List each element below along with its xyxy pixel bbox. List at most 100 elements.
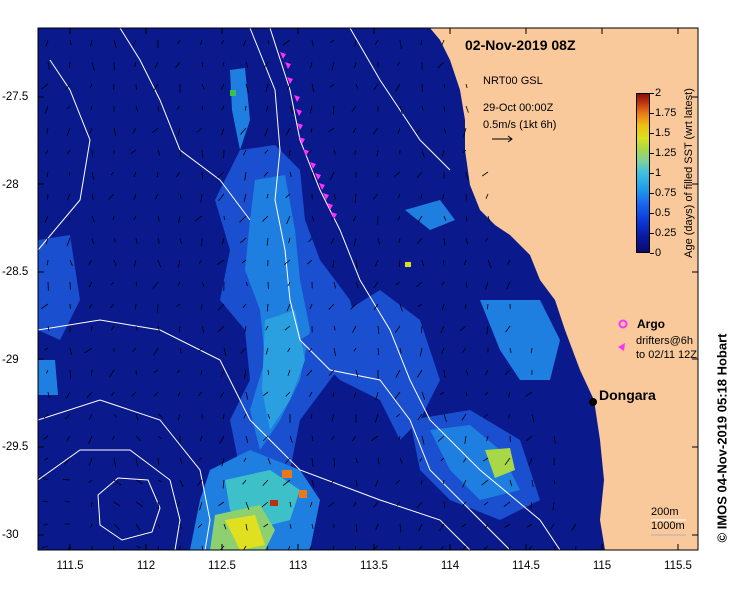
colorbar-tick-mark <box>650 233 654 234</box>
current-vector <box>45 369 49 374</box>
current-vector <box>179 325 181 333</box>
current-vector <box>311 523 314 529</box>
current-vector <box>375 523 379 531</box>
current-vector <box>219 435 225 444</box>
current-vector <box>42 477 49 481</box>
current-vector <box>530 347 533 354</box>
current-vector <box>175 61 181 68</box>
current-vector <box>465 281 468 288</box>
current-vector <box>110 171 115 176</box>
current-vector <box>240 347 247 355</box>
current-vector <box>504 457 511 466</box>
current-vector <box>135 523 141 531</box>
drifter-marker <box>299 137 305 144</box>
current-vector <box>311 457 314 467</box>
current-vector <box>217 259 225 265</box>
current-vector <box>307 259 313 265</box>
current-vector <box>440 457 445 462</box>
current-vector <box>528 545 533 550</box>
current-vector <box>222 61 225 67</box>
current-vector <box>261 501 269 508</box>
current-vector <box>553 479 556 485</box>
current-vector <box>351 435 357 442</box>
current-vector <box>461 413 467 421</box>
current-vector <box>288 237 291 244</box>
colorbar-tick-mark <box>650 193 654 194</box>
map-title: 02-Nov-2019 08Z <box>465 37 576 53</box>
current-vector <box>486 435 489 442</box>
current-vector <box>201 61 204 68</box>
drifter-legend-marker <box>618 343 625 351</box>
current-vector <box>221 105 225 111</box>
latitude-tick-label: -29 <box>2 353 19 366</box>
current-vector <box>176 501 181 506</box>
current-vector <box>282 39 291 46</box>
current-vector <box>43 523 49 526</box>
current-vector <box>399 347 402 354</box>
drifter-legend-label: drifters@6h <box>636 335 694 347</box>
current-vector <box>286 83 291 90</box>
current-vector <box>397 127 401 135</box>
current-vector <box>90 523 93 528</box>
current-vector <box>47 61 50 70</box>
current-vector <box>287 347 291 353</box>
current-vector <box>420 193 423 199</box>
current-vector <box>399 303 403 312</box>
current-vector <box>201 325 205 333</box>
current-vector <box>354 61 357 69</box>
current-vector <box>135 457 138 467</box>
current-vector <box>350 303 357 310</box>
current-vector <box>132 127 137 134</box>
vector-scale-label: 0.5m/s (1kt 6h) <box>483 119 557 131</box>
current-vector <box>267 39 269 45</box>
current-vector <box>530 501 533 509</box>
current-vector <box>154 193 159 200</box>
longitude-tick-label: 112 <box>136 560 156 572</box>
current-vector <box>243 369 247 379</box>
current-vector <box>285 457 291 464</box>
colorbar-tick-mark <box>650 113 654 114</box>
current-vector <box>505 325 511 333</box>
current-vector <box>200 435 203 441</box>
current-vector <box>421 259 424 267</box>
current-vector <box>91 61 95 71</box>
current-vector <box>157 325 161 333</box>
current-vector <box>263 391 269 397</box>
current-vector <box>198 259 203 264</box>
current-vector <box>355 479 358 487</box>
current-vector <box>421 83 423 93</box>
current-vector <box>223 523 227 530</box>
current-vector <box>263 523 269 528</box>
current-vector <box>503 501 511 508</box>
current-vector <box>289 435 293 443</box>
colorbar-tick-mark <box>650 253 654 254</box>
current-vector <box>244 171 247 181</box>
current-vector <box>353 347 357 352</box>
current-vector <box>157 457 160 466</box>
current-vector <box>242 303 247 309</box>
current-vector <box>178 215 181 224</box>
current-vector <box>398 237 401 244</box>
current-vector <box>66 237 71 247</box>
current-vector <box>443 105 446 112</box>
current-vector <box>201 171 203 180</box>
current-vector <box>526 435 533 441</box>
current-vector <box>483 501 489 506</box>
current-vector <box>487 259 492 269</box>
current-vector <box>91 215 95 223</box>
current-vector <box>441 281 445 286</box>
current-vector <box>179 193 182 199</box>
current-vector <box>370 435 379 442</box>
current-vector <box>199 501 203 511</box>
current-vector <box>135 501 143 507</box>
current-vector <box>69 61 71 68</box>
current-vector <box>461 523 467 528</box>
current-vector <box>330 479 335 485</box>
place-label-dongara: Dongara <box>599 387 656 403</box>
current-vector <box>198 347 203 352</box>
map-border <box>37 27 699 551</box>
current-vector <box>372 193 379 200</box>
current-vector <box>396 413 401 418</box>
current-vector <box>113 259 117 267</box>
current-vector <box>333 149 336 155</box>
